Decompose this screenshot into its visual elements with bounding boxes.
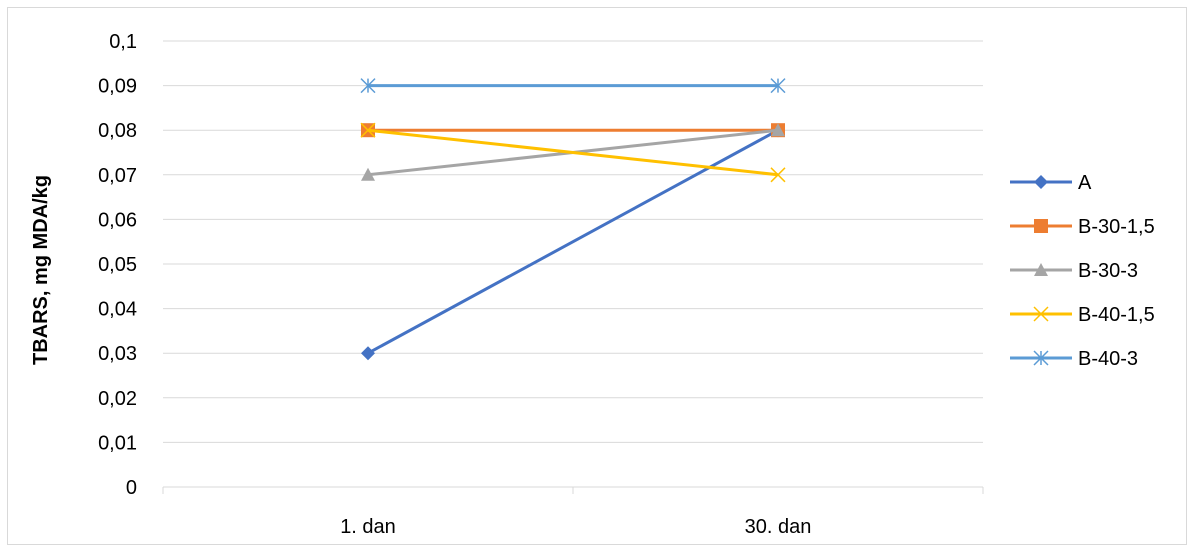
- legend-item-b-40-1-5: B-40-1,5: [1010, 304, 1155, 326]
- triangle-marker: [361, 167, 375, 181]
- legend-label: B-30-1,5: [1078, 216, 1155, 238]
- y-tick-labels: 0 0,01 0,02 0,03 0,04 0,05 0,06 0,07 0,08 0,09 0,1: [98, 31, 137, 499]
- legend-item-b-30-1-5: B-30-1,5: [1010, 216, 1155, 238]
- legend: A B-30-1,5 B-30-3 B-40-1,5 B-40-3: [1010, 172, 1155, 370]
- x-marker-stroke: [360, 122, 376, 138]
- legend-label: B-40-3: [1078, 348, 1138, 370]
- x-marker: [770, 167, 786, 183]
- series-a: [361, 123, 785, 361]
- x-marker: [1033, 306, 1049, 322]
- x-marker-stroke: [1033, 306, 1049, 322]
- y-tick-label: 0,06: [98, 209, 137, 231]
- x-tick-labels: 1. dan 30. dan: [340, 516, 811, 538]
- series-b-40-1-5: [360, 122, 786, 183]
- legend-label: A: [1078, 172, 1092, 194]
- y-tick-label: 0,08: [98, 120, 137, 142]
- x-tick-label: 30. dan: [745, 516, 812, 538]
- legend-label: B-40-1,5: [1078, 304, 1155, 326]
- y-tick-label: 0,03: [98, 343, 137, 365]
- series-line: [367, 128, 779, 177]
- x-marker-stroke: [770, 167, 786, 183]
- y-axis-title: TBARS, mg MDA/kg: [30, 175, 52, 365]
- chart-frame: [7, 7, 1187, 545]
- legend-item-b-30-3: B-30-3: [1010, 260, 1138, 282]
- x-marker: [360, 122, 376, 138]
- triangle-marker: [771, 123, 785, 137]
- star-marker: [1033, 350, 1049, 366]
- y-tick-label: 0,04: [98, 299, 137, 321]
- y-tick-label: 0: [126, 477, 137, 499]
- y-tick-label: 0,07: [98, 165, 137, 187]
- axes: [162, 486, 984, 494]
- y-tick-label: 0,1: [109, 31, 137, 53]
- y-tick-label: 0,01: [98, 432, 137, 454]
- star-marker: [360, 78, 376, 94]
- star-marker: [770, 78, 786, 94]
- y-tick-label: 0,09: [98, 76, 137, 98]
- series-b-40-3: [360, 78, 786, 94]
- x-tick-label: 1. dan: [340, 516, 396, 538]
- legend-label: B-30-3: [1078, 260, 1138, 282]
- y-tick-label: 0,02: [98, 388, 137, 410]
- legend-item-b-40-3: B-40-3: [1010, 348, 1138, 370]
- diamond-marker: [1034, 175, 1048, 189]
- y-tick-label: 0,05: [98, 254, 137, 276]
- legend-item-a: A: [1010, 172, 1092, 194]
- square-marker: [1034, 219, 1048, 233]
- diamond-marker: [361, 346, 375, 361]
- triangle-marker: [1034, 263, 1048, 276]
- data-series: [360, 78, 786, 361]
- series-line: [367, 128, 779, 355]
